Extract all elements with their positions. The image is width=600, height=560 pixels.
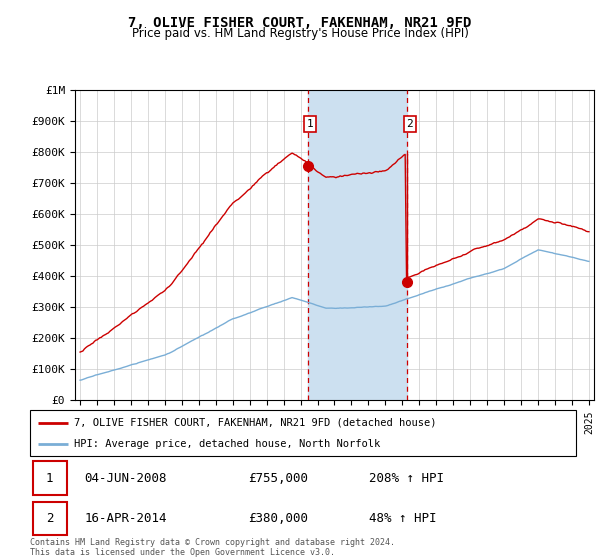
Text: 04-JUN-2008: 04-JUN-2008 bbox=[85, 472, 167, 485]
Text: 2: 2 bbox=[406, 119, 413, 129]
Text: 1: 1 bbox=[46, 472, 53, 485]
Text: Contains HM Land Registry data © Crown copyright and database right 2024.
This d: Contains HM Land Registry data © Crown c… bbox=[30, 538, 395, 557]
Text: HPI: Average price, detached house, North Norfolk: HPI: Average price, detached house, Nort… bbox=[74, 439, 380, 449]
Text: £380,000: £380,000 bbox=[248, 512, 308, 525]
Text: 2: 2 bbox=[46, 512, 53, 525]
FancyBboxPatch shape bbox=[33, 502, 67, 535]
Text: £755,000: £755,000 bbox=[248, 472, 308, 485]
FancyBboxPatch shape bbox=[30, 410, 576, 456]
Text: 7, OLIVE FISHER COURT, FAKENHAM, NR21 9FD: 7, OLIVE FISHER COURT, FAKENHAM, NR21 9F… bbox=[128, 16, 472, 30]
Text: 7, OLIVE FISHER COURT, FAKENHAM, NR21 9FD (detached house): 7, OLIVE FISHER COURT, FAKENHAM, NR21 9F… bbox=[74, 418, 436, 428]
FancyBboxPatch shape bbox=[33, 461, 67, 495]
Text: 1: 1 bbox=[307, 119, 314, 129]
Text: Price paid vs. HM Land Registry's House Price Index (HPI): Price paid vs. HM Land Registry's House … bbox=[131, 27, 469, 40]
Bar bbox=[308, 90, 407, 400]
Text: 208% ↑ HPI: 208% ↑ HPI bbox=[368, 472, 443, 485]
Text: 48% ↑ HPI: 48% ↑ HPI bbox=[368, 512, 436, 525]
Text: 16-APR-2014: 16-APR-2014 bbox=[85, 512, 167, 525]
